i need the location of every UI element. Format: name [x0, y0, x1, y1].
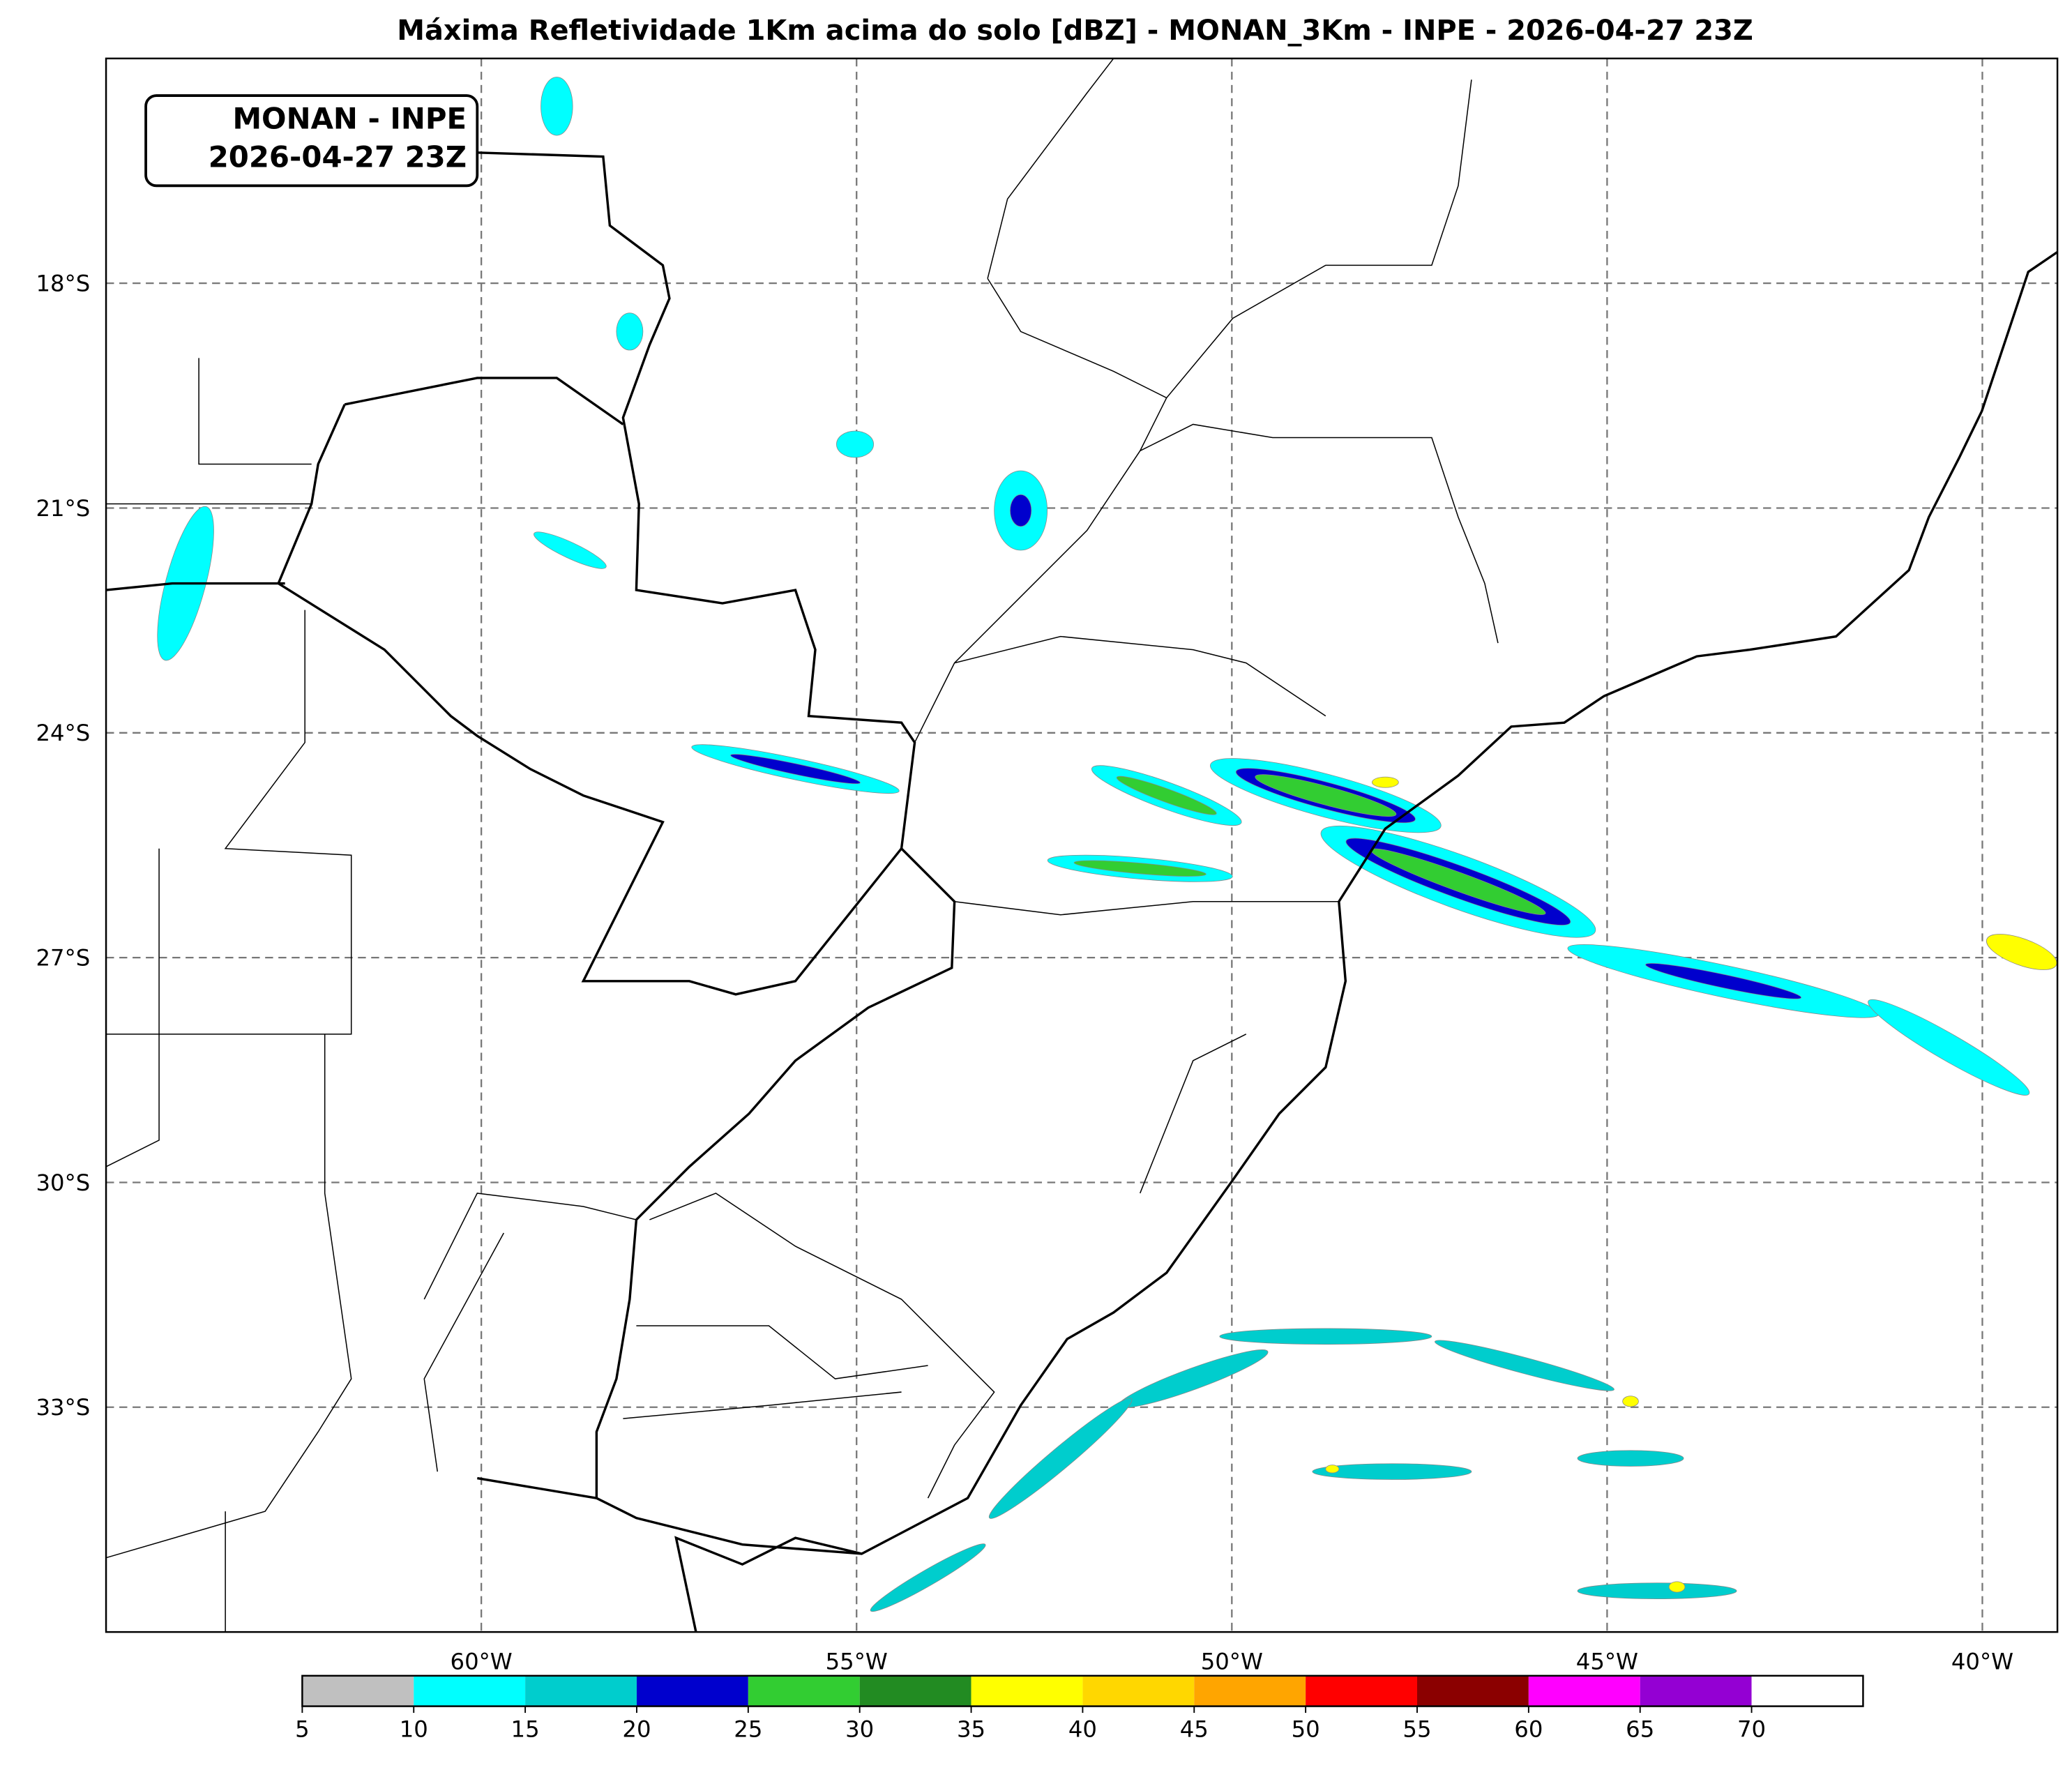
- echo: [1371, 776, 1399, 788]
- echo: [836, 430, 875, 458]
- echo: [1986, 934, 2057, 970]
- colorbar-tick-label: 10: [400, 1716, 428, 1742]
- colorbar-segment: [748, 1675, 860, 1707]
- coastline: [674, 250, 2059, 1633]
- echo: [1645, 962, 1802, 999]
- country-border: [105, 377, 902, 1499]
- lon-label: 45°W: [1576, 1648, 1638, 1674]
- grid: [106, 58, 2058, 1633]
- echo: [1668, 1581, 1686, 1593]
- colorbar-segment: [525, 1675, 637, 1707]
- echo: [1435, 1340, 1615, 1391]
- echo: [616, 312, 644, 351]
- colorbar-tick-label: 25: [734, 1716, 762, 1742]
- colorbar-tick-label: 35: [957, 1716, 985, 1742]
- lat-label: 18°S: [36, 271, 91, 297]
- colorbar-tick-label: 15: [511, 1716, 540, 1742]
- lon-label: 60°W: [451, 1648, 513, 1674]
- title: Máxima Refletividade 1Km acima do solo […: [397, 15, 1753, 47]
- echo: [870, 1543, 986, 1612]
- echo: [1255, 774, 1397, 817]
- colorbar-segment: [1528, 1675, 1640, 1707]
- lat-label: 24°S: [36, 720, 91, 746]
- colorbar-tick-label: 40: [1068, 1716, 1097, 1742]
- colorbar-segment: [1751, 1675, 1863, 1707]
- colorbar-segment: [1306, 1675, 1417, 1707]
- echo: [1622, 1395, 1639, 1407]
- colorbar-tick-label: 20: [622, 1716, 651, 1742]
- lat-label: 33°S: [36, 1394, 91, 1421]
- precip-field: [157, 77, 2057, 1612]
- echo: [1116, 776, 1217, 815]
- echo: [730, 754, 861, 785]
- colorbar-tick-label: 50: [1292, 1716, 1320, 1742]
- map-border: [105, 57, 2059, 1633]
- colorbar-segment: [1640, 1675, 1752, 1707]
- lon-label: 55°W: [826, 1648, 888, 1674]
- lon-label: 40°W: [1951, 1648, 2013, 1674]
- colorbar-tick-label: 70: [1737, 1716, 1766, 1742]
- echo: [1325, 1465, 1340, 1474]
- echo: [1868, 999, 2030, 1096]
- map-frame: [105, 57, 2059, 1633]
- colorbar-segment: [1082, 1675, 1195, 1707]
- state-border: [105, 58, 1499, 1633]
- echo: [988, 1398, 1133, 1519]
- echo: [540, 77, 573, 136]
- label-line: 2026-04-27 23Z: [209, 140, 467, 174]
- colorbar-tick-label: 65: [1626, 1716, 1654, 1742]
- colorbar-segment: [1416, 1675, 1529, 1707]
- colorbar-tick-label: 5: [295, 1716, 310, 1742]
- echo: [1010, 494, 1032, 527]
- country-border: [477, 151, 956, 1555]
- echo: [1219, 1328, 1432, 1345]
- colorbar-segment: [414, 1675, 526, 1707]
- colorbar-tick-label: 55: [1402, 1716, 1431, 1742]
- colorbar-segment: [302, 1675, 414, 1707]
- lat-label: 30°S: [36, 1170, 91, 1196]
- colorbar-segment: [636, 1675, 748, 1707]
- label-box-frame: [144, 94, 479, 188]
- colorbar-tick-label: 45: [1180, 1716, 1209, 1742]
- echo: [1312, 1463, 1472, 1480]
- map-background: [106, 58, 2058, 1633]
- echo: [1073, 860, 1207, 877]
- colorbar-tick-label: 30: [845, 1716, 874, 1742]
- colorbar-segment: [1194, 1675, 1306, 1707]
- colorbar-segment: [859, 1675, 971, 1707]
- label-line: MONAN - INPE: [232, 102, 467, 136]
- lat-label: 27°S: [36, 945, 91, 971]
- label-box: MONAN - INPE 2026-04-27 23Z: [144, 94, 479, 188]
- lon-label: 50°W: [1201, 1648, 1263, 1674]
- echo: [1577, 1582, 1737, 1599]
- colorbar-segment: [971, 1675, 1083, 1707]
- lat-label: 21°S: [36, 495, 91, 522]
- echo: [1577, 1450, 1684, 1467]
- echo: [534, 531, 607, 569]
- colorbar-tick-label: 60: [1514, 1716, 1543, 1742]
- colorbar: 5 10 15 20 25 30 35 40 45 50 55 60 65 70: [295, 1674, 1864, 1742]
